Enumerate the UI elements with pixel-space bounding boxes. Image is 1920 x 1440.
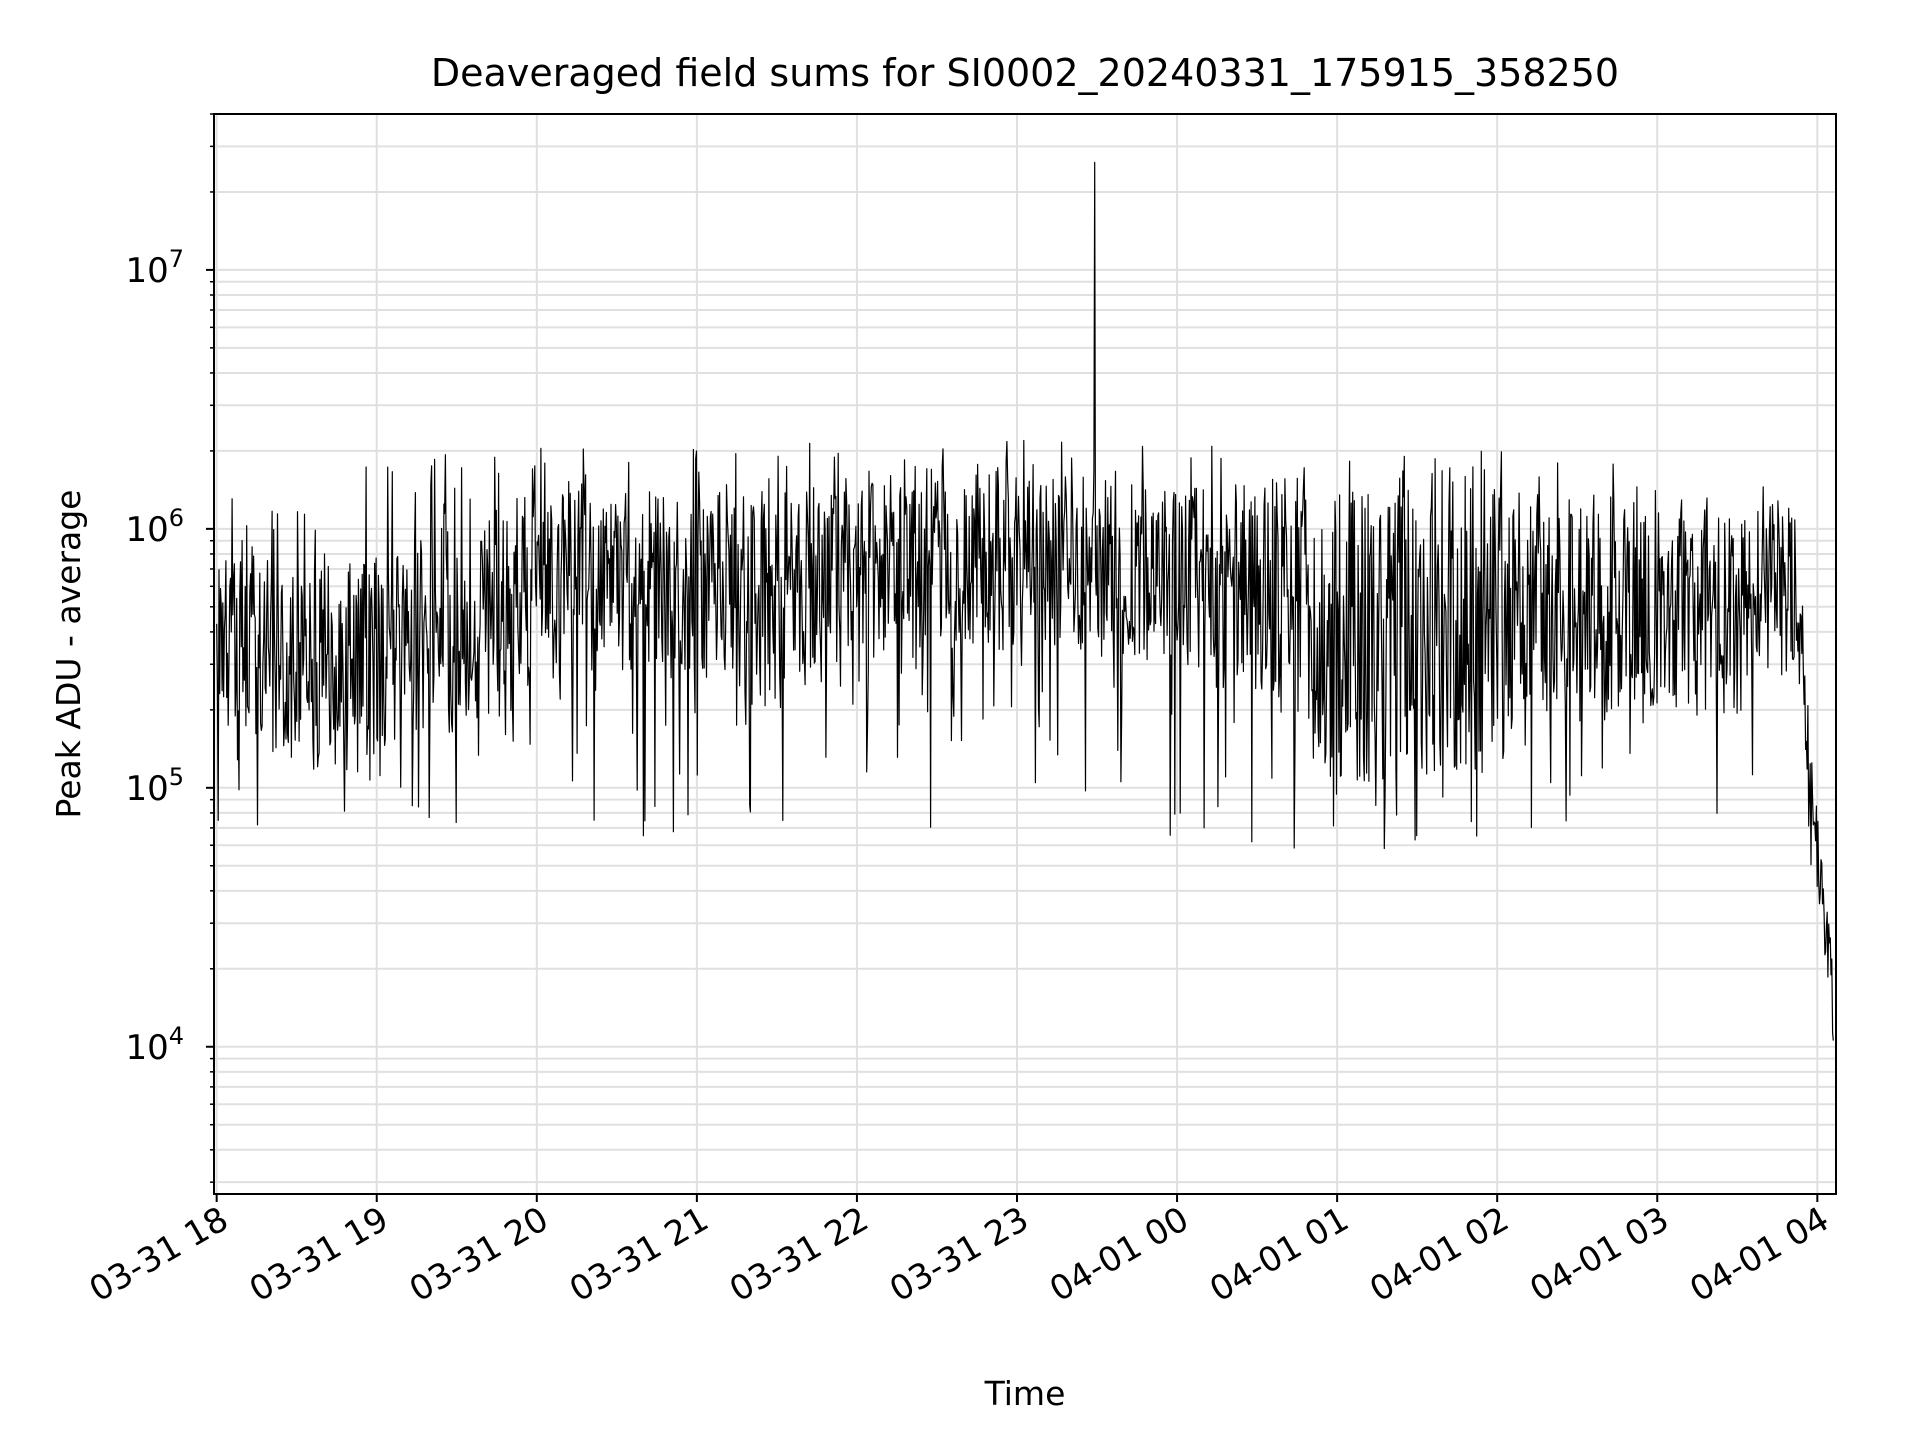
- y-tick-label: 107: [125, 245, 184, 291]
- x-axis-label: Time: [984, 1374, 1066, 1413]
- y-axis-label: Peak ADU - average: [49, 490, 88, 819]
- grid: [214, 113, 1836, 1194]
- series-line-group: [216, 161, 1834, 1041]
- plot-frame: [213, 113, 1837, 1195]
- y-tick-label: 104: [125, 1022, 184, 1068]
- y-tick-label: 106: [125, 504, 184, 550]
- chart-title: Deaveraged field sums for SI0002_2024033…: [431, 51, 1619, 95]
- y-tick-label: 105: [125, 763, 184, 809]
- y-axis: 104 105 106 107: [125, 113, 214, 1183]
- series-line: [216, 161, 1834, 1041]
